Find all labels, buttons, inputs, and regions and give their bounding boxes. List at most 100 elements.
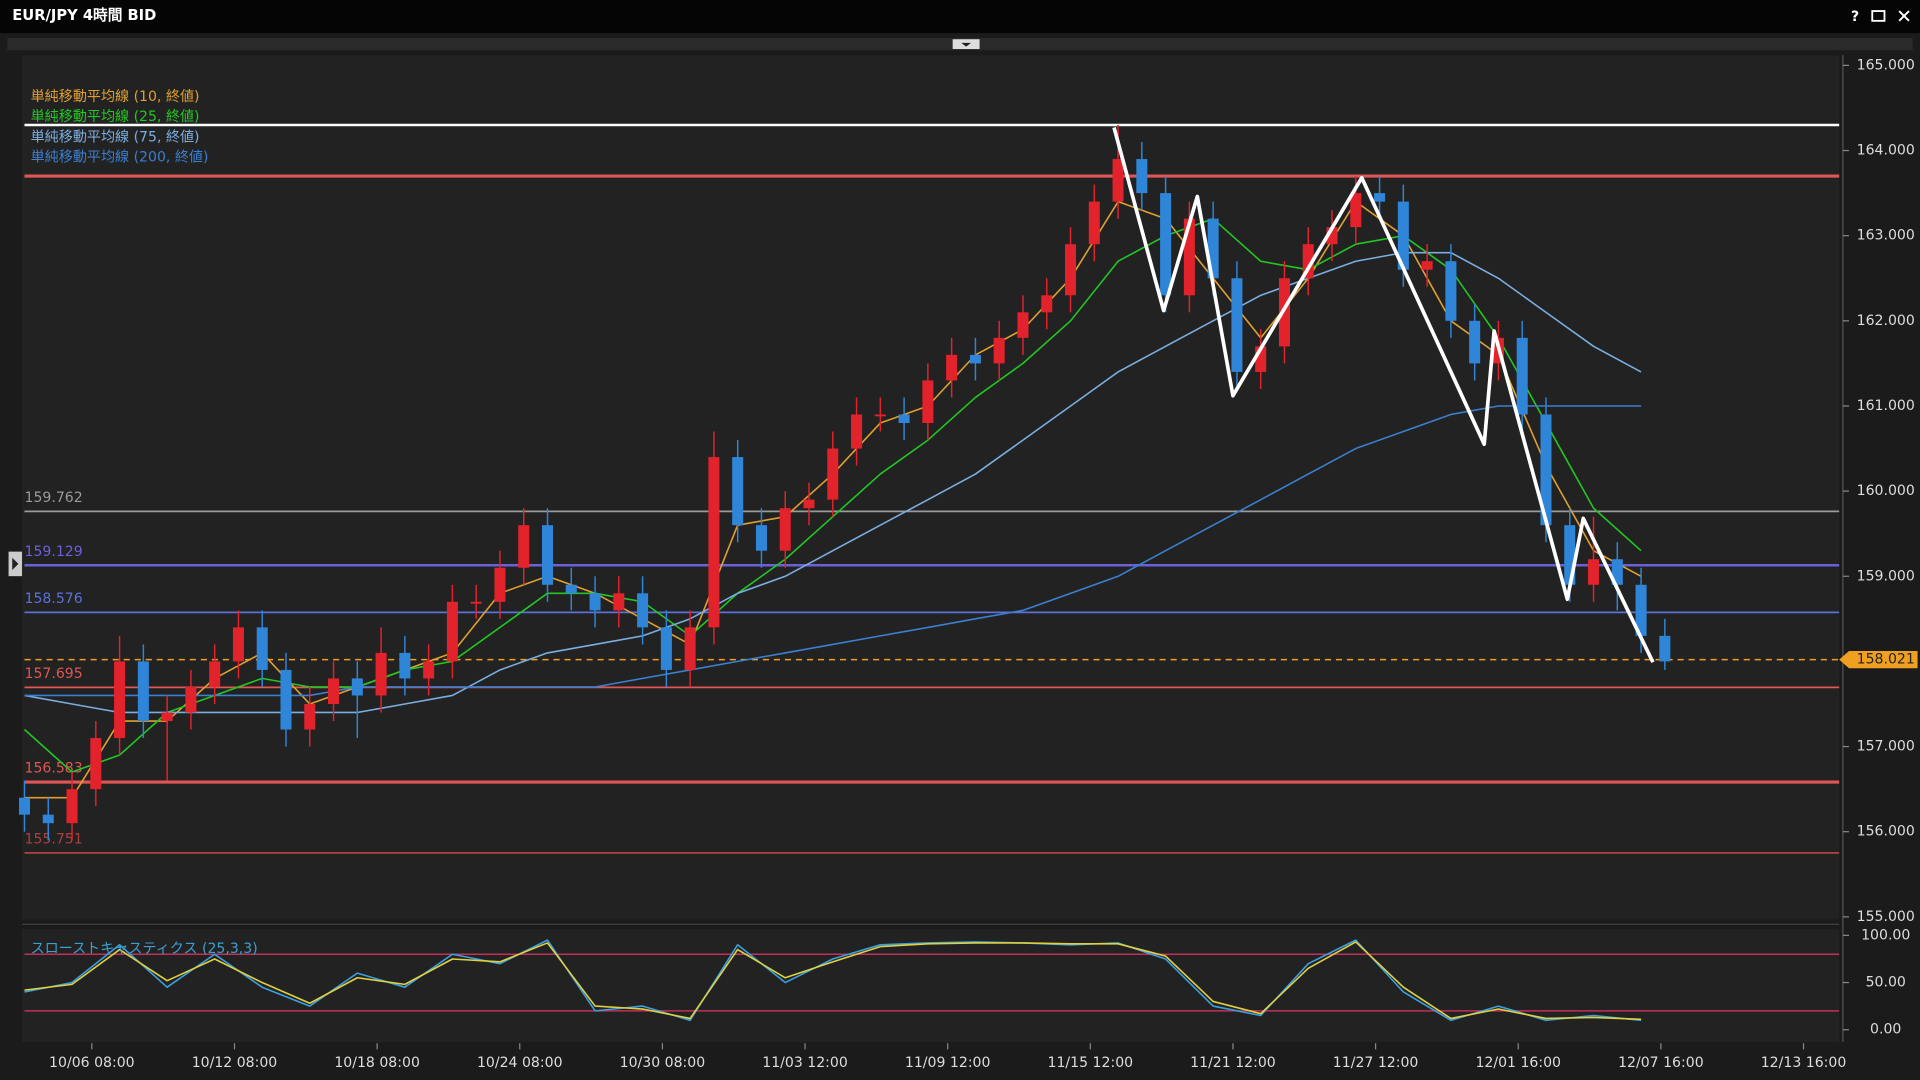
y-tick-label: 156.000	[1857, 824, 1915, 840]
candle-body	[232, 627, 244, 662]
candle-body	[42, 814, 54, 824]
candle-body	[494, 567, 506, 602]
chart-layer: 165.000 164.000 163.000 162.000 161.000 160.0…	[18, 57, 1918, 1071]
candle-body	[1659, 635, 1671, 662]
indicator-title: スローストキャスティクス (25,3,3)	[31, 941, 258, 957]
candle-body	[114, 661, 126, 739]
candle-body	[1278, 278, 1290, 347]
level-label: 157.695	[24, 666, 82, 682]
legend-entry: 単純移動平均線 (10, 終値)	[31, 89, 200, 105]
y-tick-label: 161.000	[1857, 398, 1915, 414]
window-title: EUR/JPY 4時間 BID	[12, 6, 156, 24]
current-price-tag	[1839, 651, 1918, 669]
moving-average	[24, 405, 1642, 697]
y-tick-label: 157.000	[1857, 739, 1915, 755]
candle-body	[1397, 201, 1409, 270]
candle-body	[613, 593, 625, 611]
y-tick-label: 162.000	[1857, 313, 1915, 329]
level-label: 155.751	[24, 831, 82, 847]
legend-entry: 単純移動平均線 (25, 終値)	[31, 109, 200, 125]
y-tick-label: 0.00	[1870, 1022, 1901, 1038]
candle-body	[399, 652, 411, 679]
price-panel	[22, 55, 1840, 920]
candle-body	[1445, 261, 1457, 321]
stochastic-panel	[22, 929, 1840, 1042]
side-handle-icon	[12, 557, 19, 571]
candle-body	[1065, 244, 1077, 296]
candle-body	[209, 661, 221, 687]
candle-body	[827, 448, 839, 500]
candle-body	[1041, 295, 1053, 313]
candle-body	[1136, 159, 1148, 194]
x-tick-label: 10/24 08:00	[477, 1055, 563, 1071]
candle-body	[684, 627, 696, 670]
candle-body	[708, 457, 720, 628]
level-label: 158.576	[24, 591, 82, 607]
candle-body	[1302, 244, 1314, 279]
y-tick-label: 160.000	[1857, 483, 1915, 499]
candle-body	[1374, 193, 1386, 202]
candle-body	[1231, 278, 1243, 372]
candle-body	[898, 414, 910, 424]
candle-body	[922, 380, 934, 424]
candle-body	[1469, 320, 1481, 364]
candle-body	[755, 525, 767, 551]
x-tick-label: 10/18 08:00	[334, 1055, 420, 1071]
candle-body	[66, 789, 78, 824]
candle-body	[541, 525, 554, 585]
level-label: 159.762	[24, 490, 82, 506]
current-price-label: 158.021	[1857, 652, 1915, 668]
candle-body	[423, 661, 435, 679]
candle-body	[969, 354, 981, 364]
candle-body	[851, 414, 863, 449]
candle-body	[732, 457, 744, 526]
maximize-button[interactable]	[1871, 10, 1886, 22]
candle-body	[946, 354, 958, 381]
x-tick-label: 10/06 08:00	[49, 1055, 135, 1071]
candle-body	[1326, 227, 1338, 245]
candle-body	[1635, 584, 1647, 636]
candle-body	[280, 669, 292, 730]
candle-body	[1611, 559, 1623, 585]
candle-body	[1207, 218, 1219, 279]
candle-body	[779, 508, 791, 551]
x-tick-label: 12/13 16:00	[1761, 1055, 1847, 1071]
y-tick-label: 164.000	[1857, 143, 1915, 159]
candle-body	[1160, 193, 1172, 296]
close-button[interactable]	[1898, 10, 1910, 22]
candle-body	[1588, 559, 1600, 585]
candle-body	[1183, 218, 1195, 296]
moving-average	[23, 217, 1642, 773]
trendline	[1112, 127, 1655, 664]
y-tick-label: 100.00	[1861, 927, 1910, 943]
candle-body	[470, 601, 482, 604]
candle-body	[1564, 525, 1576, 585]
y-tick-label: 165.000	[1857, 57, 1915, 73]
x-tick-label: 11/09 12:00	[905, 1055, 991, 1071]
legend-entry: 単純移動平均線 (75, 終値)	[31, 129, 200, 145]
candle-body	[993, 337, 1005, 364]
candle-body	[565, 584, 577, 594]
candle-body	[161, 712, 173, 722]
y-tick-label: 155.000	[1857, 909, 1915, 925]
candle-body	[660, 627, 672, 670]
candle-body	[351, 678, 363, 696]
candle-body	[1088, 201, 1100, 245]
x-tick-label: 10/30 08:00	[620, 1055, 706, 1071]
level-label: 156.583	[24, 761, 82, 777]
moving-average	[24, 251, 1642, 714]
candle-body	[446, 601, 458, 662]
collapse-icon	[961, 42, 972, 47]
candle-body	[185, 686, 197, 713]
x-tick-label: 11/03 12:00	[762, 1055, 848, 1071]
candle-body	[589, 593, 601, 611]
candle-body	[637, 593, 649, 628]
help-button[interactable]: ?	[1851, 9, 1859, 25]
candle-body	[1017, 312, 1029, 338]
candle-body	[1350, 193, 1362, 228]
x-tick-label: 12/01 16:00	[1475, 1055, 1561, 1071]
x-tick-label: 11/15 12:00	[1048, 1055, 1134, 1071]
x-tick-label: 12/07 16:00	[1618, 1055, 1704, 1071]
